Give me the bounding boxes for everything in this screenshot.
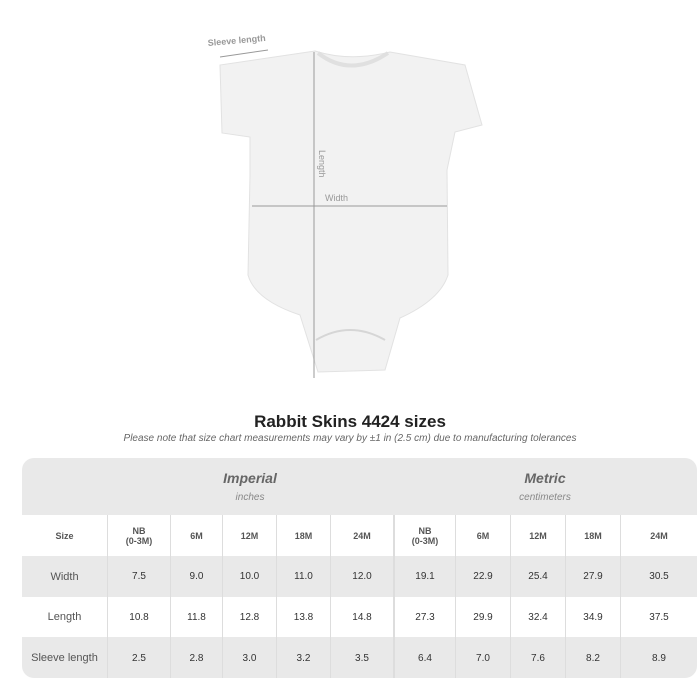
table-cell: 2.8 (170, 637, 222, 678)
table-cell: 27.3 (393, 597, 455, 637)
sleeve-measure-line (219, 49, 269, 58)
table-cell: 34.9 (565, 597, 620, 637)
table-cell: 25.4 (510, 556, 565, 597)
table-cell: 12.8 (222, 597, 276, 637)
row-label: Width (50, 570, 79, 583)
table-cell: 18M (276, 515, 330, 556)
table-cell: 8.9 (620, 637, 697, 678)
imperial-title: Imperial (223, 470, 277, 486)
table-cell: 12M (510, 515, 565, 556)
metric-title: Metric (524, 470, 566, 486)
table-cell: 27.9 (565, 556, 620, 597)
table-cell: 11.8 (170, 597, 222, 637)
table-cell: 3.5 (330, 637, 393, 678)
table-cell: 6M (455, 515, 510, 556)
table-cell: 8.2 (565, 637, 620, 678)
length-label: Length (317, 150, 327, 178)
table-cell: 2.5 (107, 637, 170, 678)
bodysuit-diagram: Sleeve length Length Width (207, 33, 483, 378)
table-cell: 19.1 (393, 556, 455, 597)
table-cell: 7.5 (107, 556, 170, 597)
table-cell: 12M (222, 515, 276, 556)
table-cell: 11.0 (276, 556, 330, 597)
table-cell: 7.6 (510, 637, 565, 678)
size-table: Imperial inches Metric centimeters Size N… (22, 458, 697, 678)
table-cell: 22.9 (455, 556, 510, 597)
table-cell: 9.0 (170, 556, 222, 597)
table-cell: 7.0 (455, 637, 510, 678)
row-label: Sleeve length (31, 652, 98, 664)
table-cell: 6M (170, 515, 222, 556)
table-cell: 3.0 (222, 637, 276, 678)
table-row: Length 10.8 11.8 12.8 13.8 14.8 27.3 29.9 32.4 34… (22, 597, 697, 637)
table-cell: 12.0 (330, 556, 393, 597)
metric-unit: centimeters (519, 492, 571, 503)
table-cell: NB (0-3M) (393, 515, 455, 556)
metric-header: Metric centimeters (393, 458, 697, 515)
imperial-header: Imperial inches (107, 458, 393, 515)
table-cell: 24M (620, 515, 697, 556)
table-cell: 6.4 (393, 637, 455, 678)
table-cell: NB (0-3M) (107, 515, 170, 556)
table-cell: 32.4 (510, 597, 565, 637)
table-row: Width 7.5 9.0 10.0 11.0 12.0 19.1 22.9 25.4 27.9 3… (22, 556, 697, 597)
collar (316, 51, 390, 68)
table-cell: 10.0 (222, 556, 276, 597)
table-cell: 14.8 (330, 597, 393, 637)
bodysuit-shape (219, 50, 483, 373)
table-row: Sleeve length 2.5 2.8 3.0 3.2 3.5 6.4 7.0 7.6 8.2… (22, 637, 697, 678)
row-label: Size (55, 530, 74, 541)
row-label: Length (47, 611, 82, 623)
table-cell: 10.8 (107, 597, 170, 637)
width-label: Width (325, 193, 348, 203)
size-header-row: Size NB (0-3M) 6M 12M 18M 24M NB (0-3M) 6M 12M 18… (22, 515, 697, 556)
page-title: Rabbit Skins 4424 sizes (254, 412, 446, 431)
table-cell: 13.8 (276, 597, 330, 637)
table-cell: 18M (565, 515, 620, 556)
table-cell: 30.5 (620, 556, 697, 597)
tolerance-note: Please note that size chart measurements… (123, 433, 577, 444)
imperial-unit: inches (235, 492, 265, 503)
table-cell: 24M (330, 515, 393, 556)
table-cell: 37.5 (620, 597, 697, 637)
snap-flap (315, 329, 386, 341)
table-cell: 29.9 (455, 597, 510, 637)
table-cell: 3.2 (276, 637, 330, 678)
sleeve-label: Sleeve length (207, 33, 266, 48)
